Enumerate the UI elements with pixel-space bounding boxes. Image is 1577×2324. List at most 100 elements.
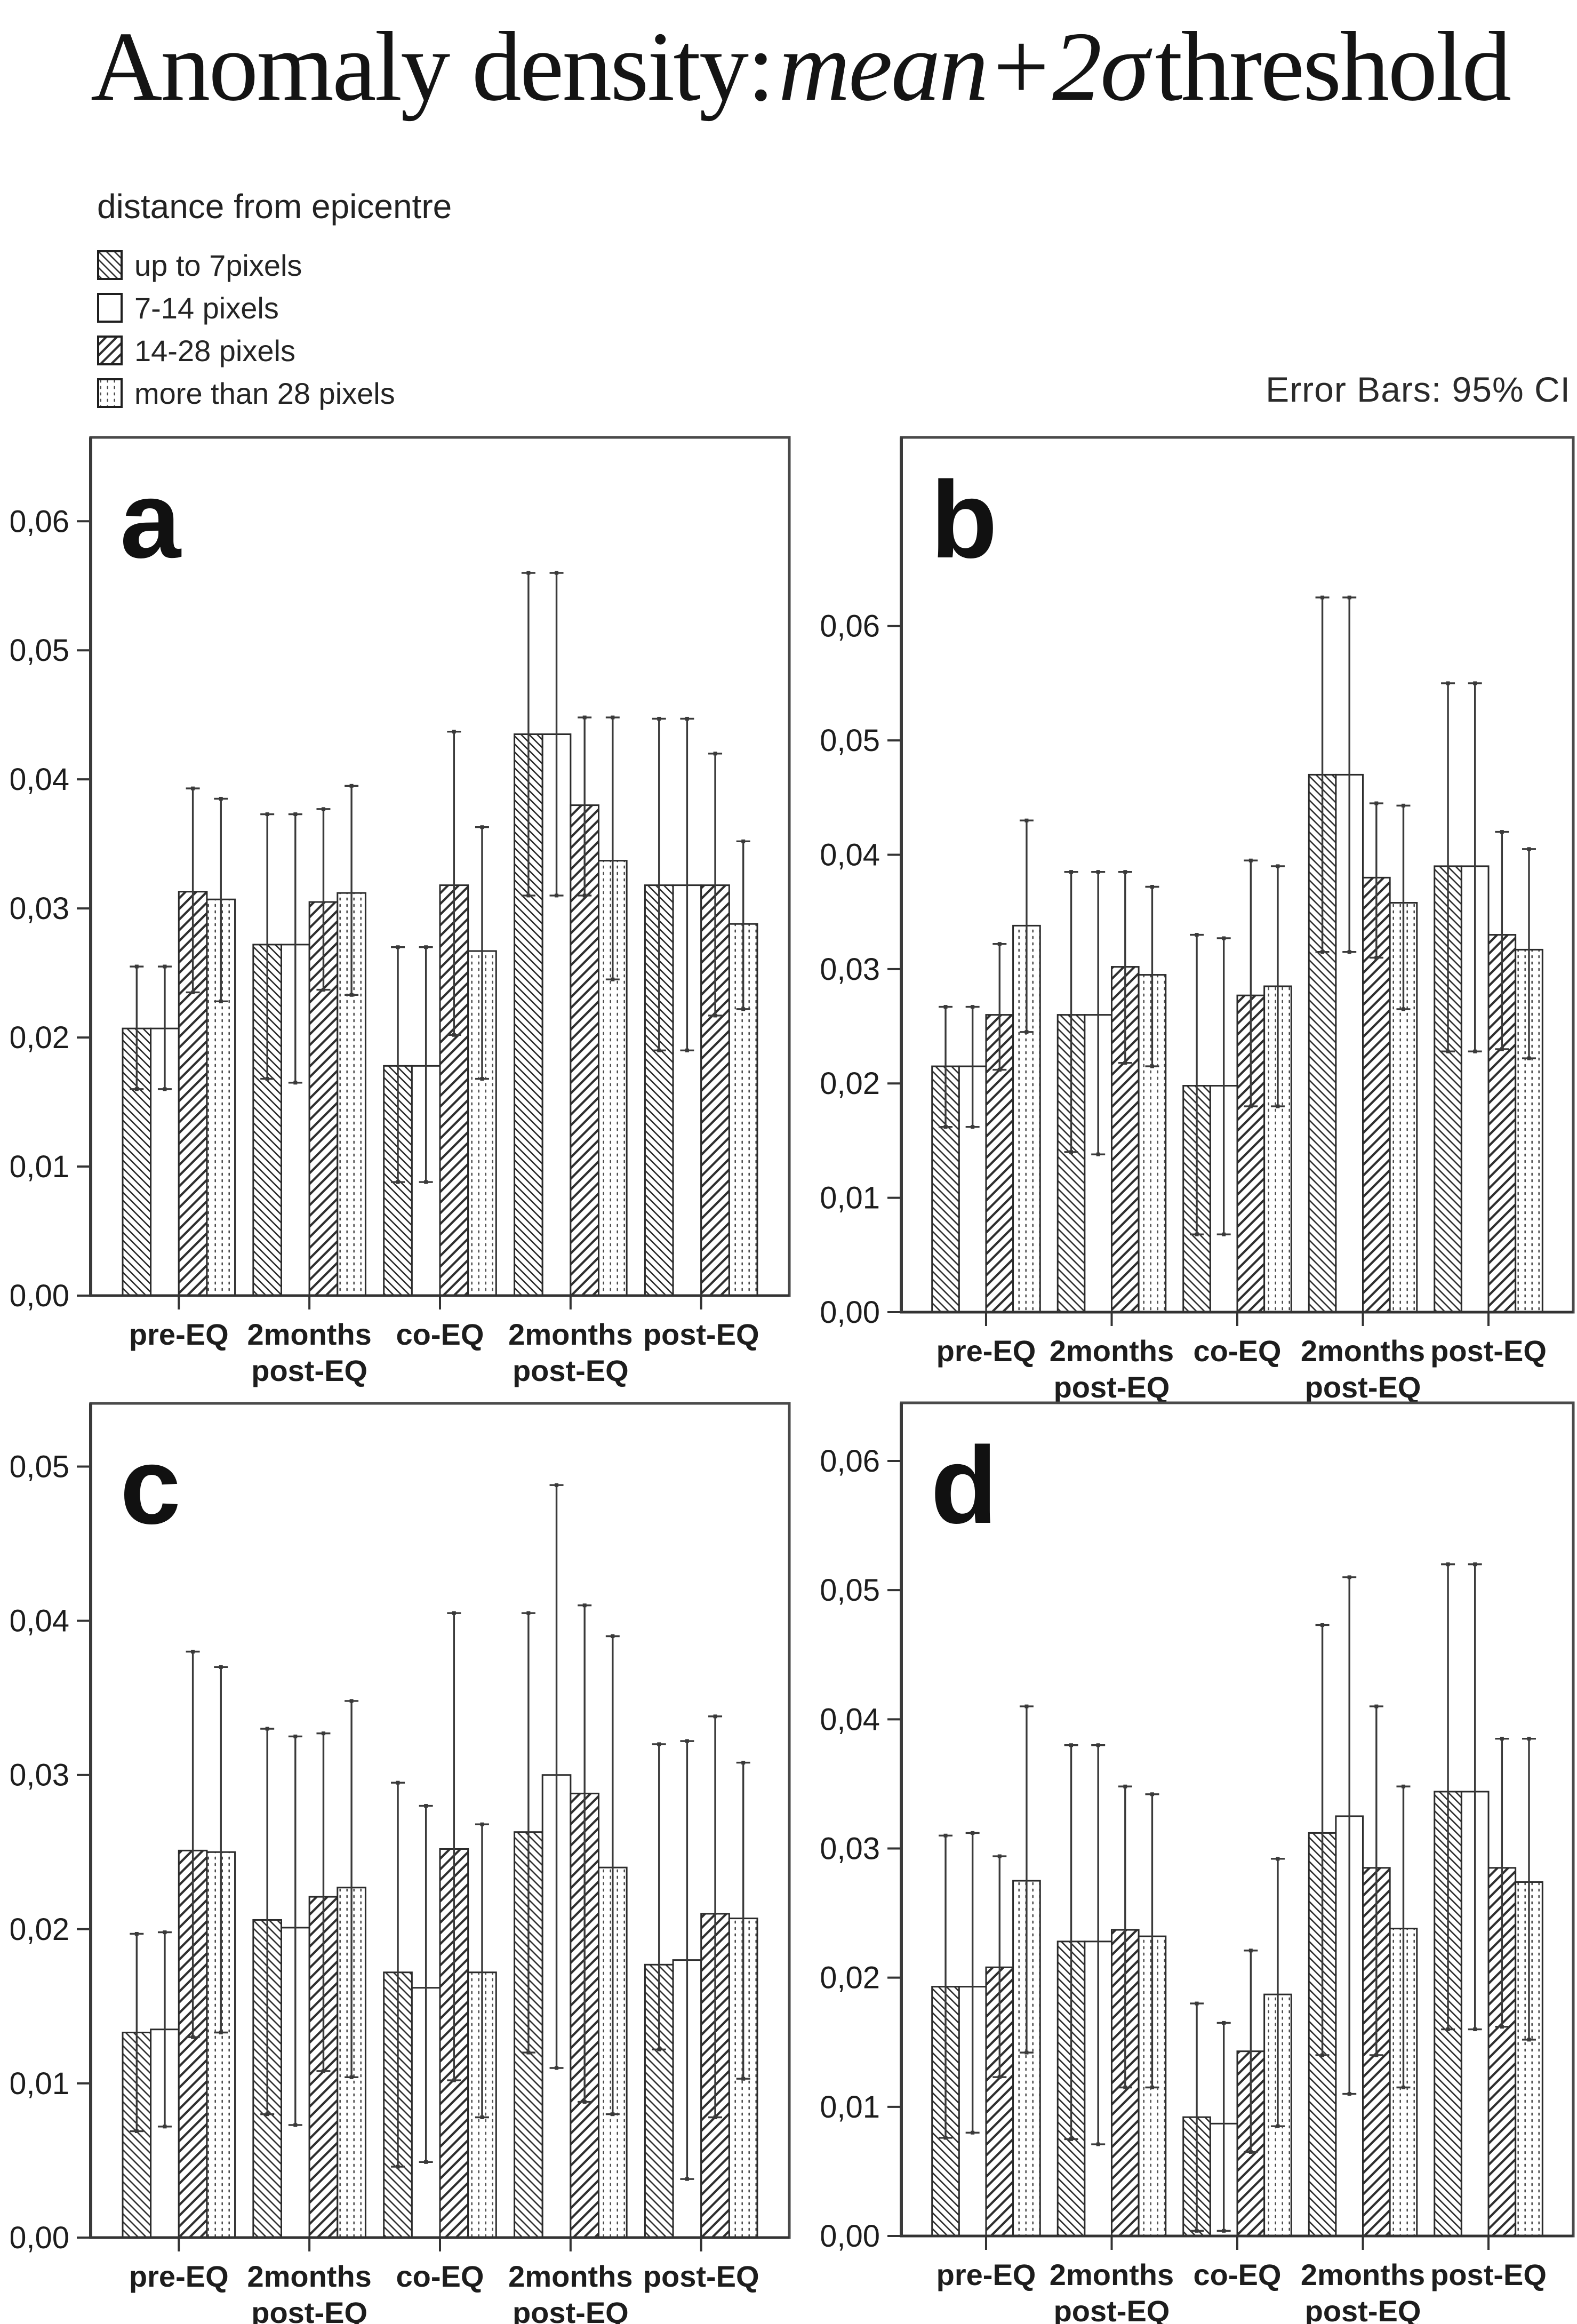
error-bar-cap-marker [611, 715, 615, 720]
y-tick-label: 0,03 [821, 1831, 880, 1866]
error-bar-cap-marker [424, 945, 428, 949]
error-bar-cap-marker [943, 1125, 948, 1129]
panel-letter-a: a [120, 459, 182, 581]
legend-items: up to 7pixels 7-14 pixels 14-28 pixels more… [97, 249, 452, 410]
x-category-label: post-EQ [1430, 1334, 1547, 1368]
error-bar-cap-marker [1195, 2229, 1199, 2233]
error-bar-cap-marker [293, 812, 298, 817]
x-category-label: post-EQ [1054, 2294, 1170, 2324]
error-bar-cap-marker [685, 1048, 689, 1052]
error-bar-cap-marker [555, 1483, 559, 1487]
error-bar-cap-marker [1347, 950, 1351, 954]
panel-letter-b: b [931, 459, 997, 581]
error-bar-cap-marker [1150, 1064, 1154, 1068]
x-category-label: pre-EQ [129, 2259, 229, 2293]
error-bar-cap-marker [1096, 1152, 1100, 1156]
error-bar-cap-marker [480, 2115, 484, 2120]
y-tick-label: 0,05 [11, 633, 69, 668]
y-tick-label: 0,03 [11, 1758, 69, 1793]
x-category-label: pre-EQ [936, 2258, 1036, 2291]
error-bar-cap-marker [1195, 2001, 1199, 2006]
swatch-dotted-icon [97, 378, 123, 408]
legend-item: more than 28 pixels [97, 377, 452, 410]
error-bar-cap-marker [265, 812, 269, 817]
y-tick-label: 0,02 [11, 1020, 69, 1055]
y-tick-label: 0,04 [11, 762, 69, 797]
error-bar-cap-marker [480, 1077, 484, 1081]
error-bar-cap-marker [741, 839, 746, 843]
error-bar-cap-marker [396, 2165, 400, 2169]
x-category-label: 2months [1050, 2258, 1174, 2291]
error-bar-cap-marker [134, 964, 139, 969]
error-bar-cap-marker [741, 1761, 746, 1765]
error-bar-cap-marker [1024, 818, 1029, 822]
y-tick-label: 0,03 [821, 952, 880, 987]
error-bar-cap-marker [349, 1699, 354, 1703]
error-bar-cap-marker [526, 1611, 531, 1615]
error-bar-cap-marker [526, 2050, 531, 2055]
error-bar-cap-marker [1096, 1743, 1100, 1747]
y-tick-label: 0,06 [821, 1444, 880, 1479]
error-bar-cap-marker [1222, 1232, 1226, 1236]
error-bar-cap-marker [1150, 1792, 1154, 1796]
error-bar-cap-marker [191, 990, 195, 994]
legend-item: 14-28 pixels [97, 334, 452, 368]
x-category-label: 2months [1050, 1334, 1174, 1368]
y-tick-label: 0,01 [821, 1181, 880, 1216]
error-bar-cap-marker [452, 1611, 456, 1615]
error-bar-cap-marker [1150, 885, 1154, 889]
legend: distance from epicentre up to 7pixels 7-1… [97, 187, 452, 420]
error-bar-cap-marker [1222, 2229, 1226, 2233]
x-category-label: 2months [508, 2259, 633, 2293]
error-bar-cap-marker [1527, 1056, 1531, 1060]
error-bar-cap-marker [1446, 681, 1450, 685]
error-bar-cap-marker [265, 1727, 269, 1731]
error-bar-cap-marker [971, 2130, 975, 2135]
error-bar-cap-marker [1446, 1562, 1450, 1567]
error-bar-cap-marker [293, 2123, 298, 2127]
error-bar-cap-marker [424, 1804, 428, 1808]
error-bar-cap-marker [1473, 1562, 1477, 1567]
error-bar-cap-marker [396, 1180, 400, 1184]
legend-item: 7-14 pixels [97, 291, 452, 325]
x-category-label: co-EQ [396, 1317, 484, 1351]
chart-panel-a: 0,00 0,01 0,02 0,03 0,04 0,05 0,06 pre-EQ 2month… [11, 436, 791, 1387]
chart-panel-b: 0,00 0,01 0,02 0,03 0,04 0,05 0,06 pre-EQ 2month… [821, 436, 1575, 1404]
error-bar-cap-marker [943, 2136, 948, 2140]
y-tick-label: 0,05 [11, 1450, 69, 1484]
error-bar-cap-marker [396, 945, 400, 949]
error-bar-cap-marker [582, 715, 587, 720]
error-bar-cap-marker [997, 2075, 1002, 2079]
error-bar-cap-marker [424, 1180, 428, 1184]
x-category-label: 2months [247, 1317, 371, 1351]
error-bar-cap-marker [1527, 1737, 1531, 1741]
error-bar-cap-marker [1069, 2137, 1074, 2141]
error-bar-cap-marker [1500, 2025, 1504, 2029]
x-category-label: post-EQ [643, 1317, 759, 1351]
error-bar-cap-marker [1374, 801, 1379, 805]
y-tick-label: 0,04 [11, 1604, 69, 1639]
error-bar-cap-marker [480, 825, 484, 829]
error-bar-cap-marker [1195, 933, 1199, 937]
error-bar-cap-marker [943, 1833, 948, 1838]
x-category-label: co-EQ [1194, 2258, 1282, 2291]
error-bar-cap-marker [1069, 1150, 1074, 1154]
error-bar-cap-marker [1527, 847, 1531, 851]
x-category-label: post-EQ [1054, 1370, 1170, 1404]
error-bar-cap-marker [685, 716, 689, 721]
error-bar-cap-marker [582, 893, 587, 898]
error-bar-cap-marker [1473, 1049, 1477, 1053]
error-bar-cap-marker [555, 893, 559, 898]
error-bar-cap-marker [1248, 2150, 1253, 2154]
error-bar-cap-marker [997, 942, 1002, 946]
y-tick-label: 0,00 [11, 2221, 69, 2255]
chart-panel-c: 0,00 0,01 0,02 0,03 0,04 0,05 pre-EQ 2months pos… [11, 1402, 791, 2324]
error-bar-cap-marker [657, 1048, 661, 1052]
error-bar-cap-marker [1248, 1104, 1253, 1108]
error-bar-cap-marker [1374, 2053, 1379, 2057]
error-bar-cap-marker [741, 2077, 746, 2081]
x-category-label: post-EQ [513, 2296, 629, 2324]
error-bar-cap-marker [971, 1005, 975, 1009]
error-bar-cap-marker [713, 2115, 717, 2120]
x-category-label: post-EQ [1305, 2294, 1421, 2324]
